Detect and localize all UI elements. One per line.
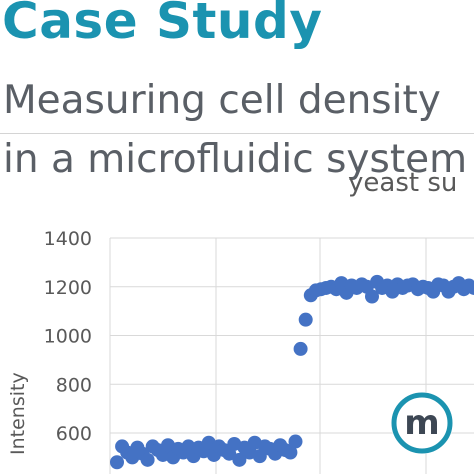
data-point — [288, 434, 303, 449]
data-point — [110, 455, 124, 470]
subtitle-line-1: Measuring cell density — [3, 78, 441, 123]
y-tick-label: 800 — [56, 374, 92, 396]
chart-title: yeast su — [348, 168, 458, 198]
data-point — [293, 341, 308, 356]
data-point — [298, 312, 313, 327]
y-tick-label: 1400 — [44, 228, 92, 250]
data-point — [365, 289, 379, 304]
y-axis-label: Intensity — [7, 372, 29, 455]
divider — [0, 133, 474, 134]
data-point — [283, 445, 298, 460]
data-point — [140, 452, 155, 467]
subtitle-line-2: in a microfluidic system — [3, 137, 468, 182]
case-study-heading: Case Study — [2, 0, 323, 50]
y-tick-label: 1200 — [44, 277, 92, 299]
logo-letter: m — [404, 403, 439, 443]
y-axis-ticks: 600 800 1000 1200 1400 — [44, 228, 92, 445]
y-tick-label: 600 — [56, 423, 92, 445]
data-points — [110, 274, 474, 470]
data-point — [467, 280, 474, 295]
m-circle-logo-icon: m — [391, 392, 453, 454]
y-tick-label: 1000 — [44, 326, 92, 348]
data-point — [232, 452, 247, 467]
